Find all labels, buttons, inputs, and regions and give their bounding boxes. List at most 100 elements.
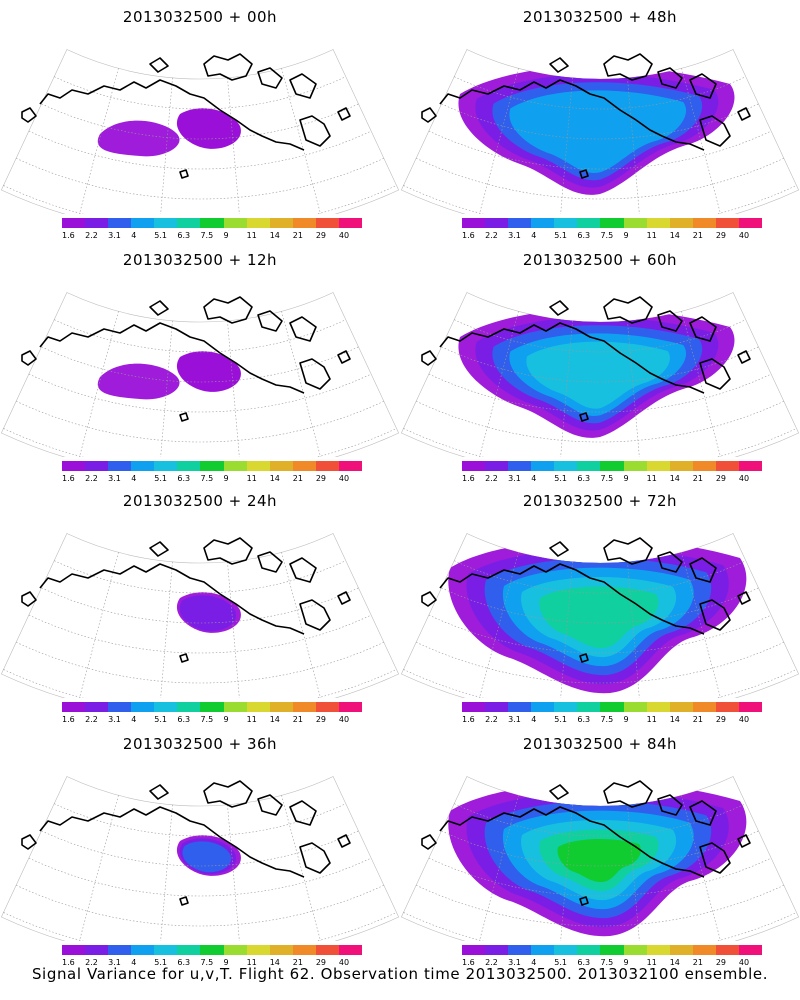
colorbar-swatch — [508, 702, 532, 712]
colorbar-label: 21 — [692, 715, 703, 724]
polar-stereographic-map — [0, 533, 400, 698]
map-panel: 2013032500 + 84h 1.6 2.2 3.1 4 5.1 6.3 7.5 9 11 14… — [400, 727, 800, 967]
colorbar-swatch — [108, 702, 132, 712]
colorbar-swatch — [62, 702, 86, 712]
colorbar-swatch — [577, 945, 601, 955]
colorbar-swatch — [315, 218, 339, 228]
colorbar-label: 29 — [715, 474, 727, 483]
colorbar-label: 6.3 — [177, 958, 191, 967]
colorbar-swatch — [669, 218, 693, 228]
colorbar-swatch — [623, 945, 647, 955]
colorbar-label: 5.1 — [554, 231, 568, 240]
panel-title: 2013032500 + 60h — [522, 251, 678, 269]
colorbar-label: 1.6 — [462, 715, 475, 724]
colorbar-label: 21 — [292, 958, 303, 967]
coastline — [21, 537, 351, 663]
colorbar-label: 6.3 — [577, 474, 591, 483]
colorbar-swatch — [600, 945, 624, 955]
colorbar-label: 14 — [269, 474, 280, 483]
panel-title: 2013032500 + 72h — [522, 492, 678, 510]
colorbar-swatch — [554, 218, 578, 228]
panel-title: 2013032500 + 12h — [122, 251, 278, 269]
colorbar-swatch — [508, 945, 532, 955]
colorbar-label: 7.5 — [600, 958, 614, 967]
graticule — [3, 68, 397, 214]
colorbar-label: 29 — [315, 715, 327, 724]
colorbar-labels: 1.6 2.2 3.1 4 5.1 6.3 7.5 9 11 14 21 29 40 — [62, 958, 362, 968]
colorbar-label: 21 — [692, 231, 703, 240]
map-panel: 2013032500 + 36h 1.6 2.2 3.1 4 5.1 6.3 7.5 9 11 14… — [0, 727, 400, 967]
colorbar-label: 5.1 — [554, 474, 568, 483]
colorbar-label: 3.1 — [508, 474, 521, 483]
colorbar-swatch — [154, 945, 178, 955]
map-panel: 2013032500 + 00h 1.6 2.2 3.1 4 5.1 6.3 7.5 9 11 14… — [0, 0, 400, 240]
colorbar-swatch — [554, 945, 578, 955]
colorbar-swatch — [85, 702, 109, 712]
polar-stereographic-map — [400, 776, 800, 941]
colorbar-label: 21 — [292, 715, 303, 724]
colorbar-swatch — [246, 461, 270, 471]
colorbar-swatch — [623, 218, 647, 228]
graticule — [3, 311, 397, 457]
colorbar-swatch — [646, 218, 670, 228]
colorbar-label: 5.1 — [154, 715, 168, 724]
colorbar-swatch — [85, 945, 109, 955]
colorbar-swatch — [646, 461, 670, 471]
colorbar-swatch — [269, 461, 293, 471]
colorbar-swatch — [485, 702, 509, 712]
colorbar-swatch — [62, 218, 86, 228]
colorbar-label: 21 — [292, 231, 303, 240]
coastline — [421, 780, 751, 906]
colorbar-label: 5.1 — [154, 231, 168, 240]
colorbar-labels: 1.6 2.2 3.1 4 5.1 6.3 7.5 9 11 14 21 29 40 — [462, 231, 762, 241]
colorbar-swatch — [338, 218, 363, 228]
colorbar-label: 14 — [269, 715, 280, 724]
colorbar-swatch — [669, 702, 693, 712]
colorbar-swatch — [623, 461, 647, 471]
colorbar-label: 2.2 — [85, 958, 98, 967]
colorbar-label: 3.1 — [108, 231, 121, 240]
colorbar-swatch — [269, 945, 293, 955]
colorbar-swatch — [315, 945, 339, 955]
colorbar-swatch — [715, 461, 739, 471]
colorbar-label: 4 — [131, 715, 137, 724]
colorbar-label: 4 — [131, 958, 137, 967]
colorbar-label: 6.3 — [177, 474, 191, 483]
colorbar-swatch — [223, 945, 247, 955]
variance-contour — [176, 108, 241, 149]
colorbar-swatch — [738, 461, 763, 471]
colorbar-label: 9 — [623, 231, 629, 240]
colorbar-label: 40 — [338, 958, 350, 967]
colorbar-label: 1.6 — [462, 231, 475, 240]
variance-contour — [97, 363, 180, 400]
map-panel: 2013032500 + 60h 1.6 2.2 3.1 4 5.1 6.3 7.5 9 11 14… — [400, 243, 800, 483]
colorbar-swatch — [715, 702, 739, 712]
colorbar-swatch — [200, 945, 224, 955]
colorbar-label: 40 — [338, 474, 350, 483]
colorbar-swatch — [292, 461, 316, 471]
colorbar-swatch — [177, 702, 201, 712]
colorbar-swatch — [223, 702, 247, 712]
coastline — [21, 296, 351, 422]
colorbar-swatch — [577, 461, 601, 471]
colorbar-label: 4 — [131, 474, 137, 483]
colorbar-swatch — [715, 218, 739, 228]
colorbar-label: 14 — [269, 958, 280, 967]
colorbar-label: 11 — [646, 474, 657, 483]
colorbar-swatch — [338, 945, 363, 955]
colorbar-swatch — [62, 945, 86, 955]
colorbar-swatch — [692, 702, 716, 712]
colorbar-label: 29 — [315, 231, 327, 240]
colorbar-label: 2.2 — [85, 715, 98, 724]
colorbar-label: 40 — [738, 231, 750, 240]
colorbar-label: 9 — [223, 715, 229, 724]
colorbar-label: 11 — [246, 715, 257, 724]
colorbar-label: 9 — [223, 231, 229, 240]
colorbar-swatch — [738, 945, 763, 955]
colorbar-label: 4 — [531, 474, 537, 483]
colorbar — [62, 461, 363, 471]
colorbar-swatch — [154, 702, 178, 712]
coastline — [421, 296, 751, 422]
map-panel: 2013032500 + 48h 1.6 2.2 3.1 4 5.1 6.3 7.5 9 11 14… — [400, 0, 800, 240]
colorbar-label: 14 — [669, 474, 680, 483]
